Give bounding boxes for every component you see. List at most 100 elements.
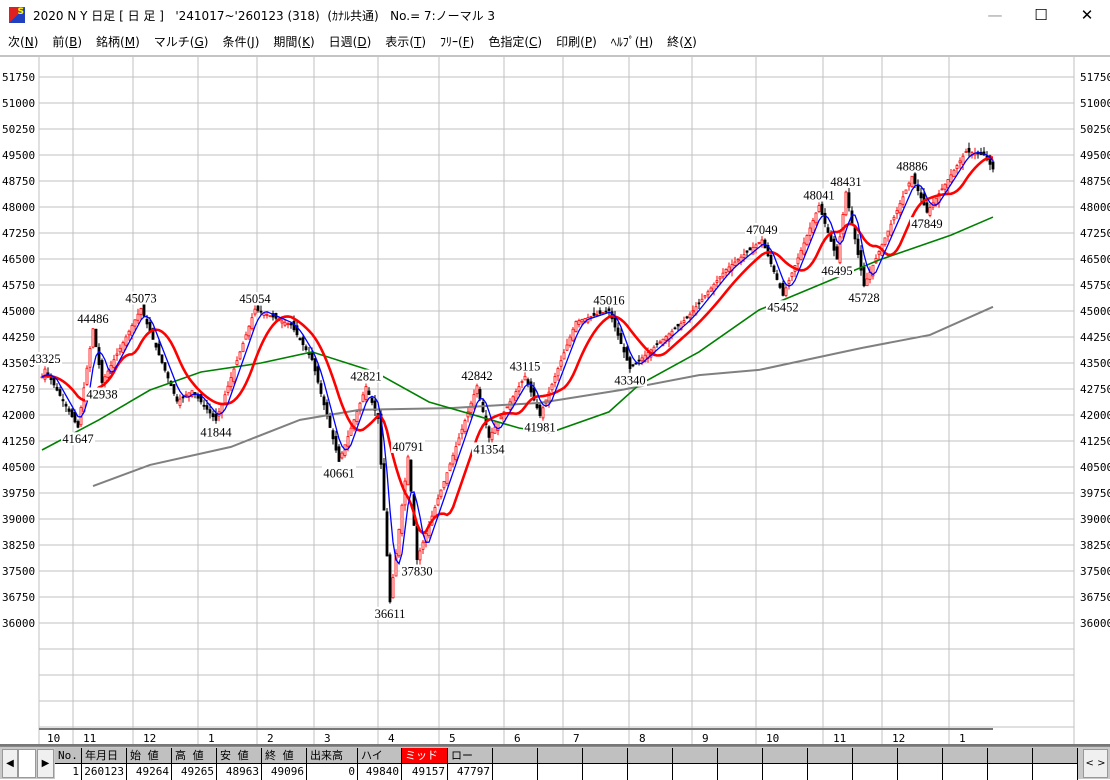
menu-accelerator: X [683, 34, 693, 49]
candle-up [127, 330, 131, 336]
candlestick-chart: 51750 51750 51000 51000 50250 50250 49500 49500… [0, 54, 1110, 746]
annotation-background [613, 373, 647, 387]
candle-down [259, 310, 263, 313]
column-header: 終 値 [262, 748, 307, 764]
menu-accelerator: D [357, 34, 367, 49]
candle-up [706, 291, 710, 296]
price-annotation: 43340 [614, 374, 645, 388]
candle-up [928, 207, 932, 216]
candle-down [205, 405, 209, 410]
candle-up [115, 353, 119, 356]
candle-down [289, 323, 293, 326]
candle-down [295, 325, 299, 336]
close-button[interactable]: ✕ [1080, 6, 1094, 24]
candle-up [817, 205, 821, 213]
menu-item-b[interactable]: 前(B) [52, 34, 82, 49]
scrollbar-thumb[interactable] [18, 749, 36, 778]
candle-down [862, 266, 866, 287]
menu-item-k[interactable]: 期間(K) [273, 34, 315, 49]
price-annotation: 42938 [86, 387, 117, 401]
y-axis-label-right: 39750 [1080, 487, 1110, 500]
menu-item-x[interactable]: 終(X) [667, 34, 697, 49]
candle-up [85, 367, 89, 385]
candle-down [829, 234, 833, 242]
price-annotation: 44486 [77, 312, 108, 326]
candle-down [676, 323, 680, 327]
app-icon: S [9, 7, 25, 23]
candle-up [643, 354, 647, 362]
menu-accelerator: K [302, 34, 310, 49]
candle-down [607, 308, 611, 311]
annotation-background [745, 222, 779, 236]
candle-up [106, 370, 110, 378]
menu-item-j[interactable]: 条件(J) [222, 34, 260, 49]
candle-down [826, 227, 830, 233]
price-annotation: 41844 [200, 425, 232, 439]
candle-down [208, 409, 212, 414]
candle-up [118, 347, 122, 353]
candle-up [232, 368, 236, 383]
menu-item-f[interactable]: ﾌﾘｰ(F) [440, 34, 475, 49]
menu-item-m[interactable]: 銘柄(M) [96, 34, 140, 49]
candle-down [379, 413, 383, 465]
candle-up [946, 179, 950, 189]
maximize-button[interactable]: ☐ [1034, 6, 1048, 24]
candle-up [784, 287, 788, 296]
menu-item-p[interactable]: 印刷(P) [556, 34, 597, 49]
y-axis-label-right: 39000 [1080, 513, 1110, 526]
x-axis-month-label: 6 [514, 732, 521, 745]
cell-empty [538, 764, 583, 780]
candle-down [415, 525, 419, 560]
annotation-background [61, 432, 95, 446]
menu-item-d[interactable]: 日週(D) [328, 34, 372, 49]
candle-down [310, 351, 314, 360]
candle-down [988, 155, 992, 165]
candle-down [592, 312, 596, 316]
candle-up [721, 272, 725, 278]
candle-down [835, 246, 839, 260]
candle-up [949, 174, 953, 183]
candle-down [61, 399, 65, 402]
annotation-background [391, 439, 425, 453]
candle-up [790, 272, 794, 278]
candle-down [781, 282, 785, 296]
candle-up [340, 452, 344, 459]
candle-down [775, 273, 779, 280]
candle-down [385, 511, 389, 557]
annotation-background [124, 291, 158, 305]
price-annotation: 41647 [62, 432, 93, 446]
minimize-button[interactable]: — [987, 6, 1003, 24]
y-axis-label-left: 43500 [2, 357, 35, 370]
menu-item-t[interactable]: 表示(T) [385, 34, 427, 49]
menu-label: 次 [8, 34, 21, 49]
scroll-right-button[interactable]: ▶ [37, 749, 54, 778]
menu-item-h[interactable]: ﾍﾙﾌﾟ(H) [610, 34, 654, 49]
table-scroll-buttons[interactable]: < > [1083, 749, 1108, 778]
candle-down [967, 147, 971, 153]
menu-item-n[interactable]: 次(N) [8, 34, 39, 49]
y-axis-label-left: 45000 [2, 305, 35, 318]
annotation-background [349, 369, 383, 383]
candle-up [136, 313, 140, 321]
candle-up [514, 391, 518, 401]
candle-up [358, 402, 362, 412]
menu-item-g[interactable]: マルチ(G) [153, 34, 209, 49]
candle-down [298, 338, 302, 341]
y-axis-label-right: 45750 [1080, 279, 1110, 292]
candle-up [133, 319, 137, 327]
menu-item-c[interactable]: 色指定(C) [488, 34, 543, 49]
candle-down [853, 227, 857, 240]
y-axis-label-left: 51750 [2, 71, 35, 84]
y-axis-label-right: 41250 [1080, 435, 1110, 448]
candle-down [856, 238, 860, 255]
price-annotation: 47049 [746, 223, 777, 237]
candle-down [322, 396, 326, 406]
candle-up [895, 210, 899, 215]
x-axis-month-label: 9 [702, 732, 709, 745]
column-header-empty [853, 748, 898, 764]
column-header: 始 値 [127, 748, 172, 764]
column-header: No. [55, 748, 82, 764]
cell-value: 48963 [217, 764, 262, 780]
candle-up [559, 360, 563, 367]
scroll-left-button[interactable]: ◀ [2, 749, 18, 778]
